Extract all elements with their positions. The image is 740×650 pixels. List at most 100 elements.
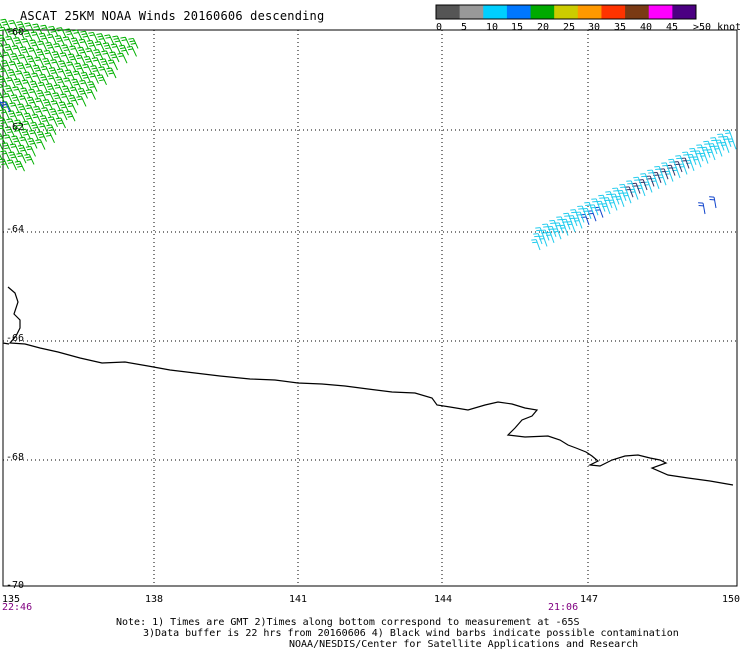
wind-barb: [110, 43, 121, 55]
wind-barb: [0, 109, 10, 120]
wind-barb: [0, 150, 11, 162]
wind-barb: [112, 35, 123, 47]
wind-barb: [46, 124, 57, 136]
wind-barb: [24, 153, 35, 165]
wind-barb: [8, 19, 19, 31]
wind-barb: [26, 55, 37, 67]
wind-barb: [69, 45, 80, 57]
note-line-2: 3)Data buffer is 22 hrs from 20160606 4)…: [143, 628, 679, 639]
wind-barb: [76, 95, 87, 107]
lon-label: 150: [722, 594, 740, 605]
wind-barb: [54, 35, 65, 46]
legend-color-swatch: [506, 5, 532, 19]
wind-barb: [17, 103, 28, 115]
note-line-3: NOAA/NESDIS/Center for Satellite Applica…: [289, 639, 639, 650]
wind-barb: [19, 46, 30, 58]
wind-barb: [13, 78, 24, 90]
wind-barb: [41, 107, 52, 118]
wind-barb: [661, 162, 671, 174]
wind-barb: [98, 66, 109, 78]
wind-barb: [724, 129, 734, 141]
legend-tick-label: >50 knots: [693, 22, 740, 33]
wind-barb: [0, 75, 8, 87]
wind-barb: [698, 202, 706, 215]
wind-barb: [13, 37, 24, 48]
wind-barb: [31, 113, 42, 125]
legend-color-swatch: [483, 5, 508, 19]
wind-barb: [117, 52, 128, 64]
wind-barb: [77, 46, 88, 58]
wind-barb: [72, 29, 83, 41]
lon-label: 138: [145, 594, 164, 605]
wind-barb: [59, 52, 70, 64]
wind-barb: [56, 27, 67, 38]
wind-barb: [6, 159, 17, 171]
wind-barb: [85, 89, 96, 100]
legend-color-swatch: [459, 5, 484, 19]
wind-barb: [48, 67, 59, 78]
wind-barb: [556, 216, 566, 228]
wind-barb: [82, 63, 93, 75]
wind-barb: [80, 30, 91, 42]
lat-label: -66: [6, 333, 25, 344]
wind-barb: [27, 137, 38, 149]
wind-barb: [18, 95, 29, 107]
wind-barb: [62, 36, 73, 48]
wind-barb: [10, 53, 21, 64]
wind-barb: [46, 33, 57, 45]
wind-barb: [1, 142, 12, 154]
wind-barb: [717, 133, 727, 145]
wind-barb: [19, 136, 30, 148]
wind-barb: [52, 92, 63, 104]
wind-barb: [640, 173, 650, 185]
wind-barb: [0, 67, 10, 79]
wind-barbs-green-swath: [0, 18, 139, 172]
lat-label: -60: [6, 27, 25, 38]
wind-barb: [689, 147, 699, 159]
legend-tick-label: 5: [461, 22, 467, 33]
wind-barb: [65, 110, 76, 122]
wind-barb: [647, 169, 657, 181]
wind-barb: [75, 54, 86, 66]
wind-barb: [43, 49, 54, 61]
wind-barb: [33, 105, 44, 117]
wind-barb: [12, 127, 23, 139]
legend-tick-label: 0: [436, 22, 442, 33]
wind-barb: [28, 88, 39, 100]
wind-barb: [16, 62, 27, 74]
time-label-start: 22:46: [2, 602, 33, 613]
wind-barb: [32, 23, 43, 35]
wind-barb: [45, 83, 56, 94]
wind-barb: [29, 80, 40, 92]
wind-barb: [101, 50, 112, 62]
legend-tick-label: 30: [588, 22, 600, 33]
wind-barb: [0, 114, 2, 119]
wind-barb: [39, 73, 50, 85]
wind-barb: [45, 41, 56, 53]
wind-barb: [598, 194, 608, 206]
wind-barb: [66, 61, 77, 73]
wind-barb: [682, 151, 692, 163]
lat-lon-grid: [3, 29, 737, 587]
wind-barb: [605, 191, 615, 203]
wind-barb: [90, 65, 101, 76]
wind-barb: [2, 51, 13, 63]
wind-barb: [22, 30, 33, 42]
wind-barb: [584, 201, 594, 213]
wind-barb: [533, 233, 543, 245]
wind-barb: [577, 205, 587, 217]
wind-barb: [37, 40, 48, 52]
wind-barb: [80, 71, 91, 83]
wind-barb: [126, 45, 137, 57]
wind-barb: [27, 47, 38, 59]
wind-barb: [44, 132, 55, 144]
wind-barb: [8, 151, 19, 163]
wind-barb: [0, 18, 11, 30]
wind-barb: [55, 117, 66, 129]
wind-barb: [15, 111, 26, 123]
wind-barb: [96, 74, 107, 86]
wind-barb: [0, 101, 11, 113]
wind-barb: [25, 145, 36, 157]
legend-color-swatch: [577, 5, 602, 19]
